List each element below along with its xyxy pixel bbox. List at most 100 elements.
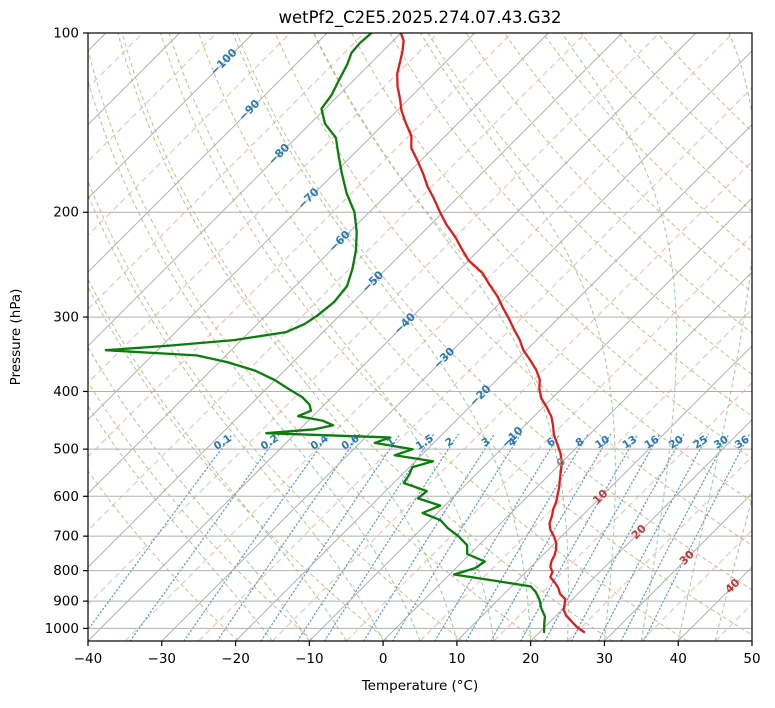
dry-adiabat-line — [389, 33, 752, 417]
mixing-ratio-line — [434, 433, 561, 641]
mixing-ratio-line — [465, 433, 589, 641]
isotherm-minor-lines — [88, 33, 752, 641]
moist-adiabat-line — [420, 33, 616, 641]
dry-adiabat-line — [88, 47, 538, 641]
isotherm-minor-line — [88, 33, 439, 384]
temperature-curve — [396, 33, 586, 634]
x-tick-label: 40 — [670, 651, 687, 667]
moist-adiabat-lines — [88, 33, 752, 641]
isotherm-minor-line — [124, 33, 734, 641]
dry-adiabat-line — [427, 33, 752, 375]
x-tick-label: 30 — [596, 651, 613, 667]
mixing-ratio-line — [183, 433, 330, 641]
dry-adiabat-line — [465, 33, 752, 334]
isotherm-label: −20 — [467, 382, 494, 409]
isotherm-line — [456, 345, 752, 641]
dry-adiabat-line — [88, 381, 314, 641]
isotherm-line — [530, 418, 752, 641]
isotherm-label: 20 — [629, 522, 649, 542]
plot-frame — [87, 32, 753, 642]
isotherm-line — [751, 640, 752, 641]
isotherm-line — [382, 271, 752, 641]
dry-adiabat-line — [503, 33, 752, 293]
mixing-ratio-line — [490, 433, 612, 641]
isotherm-line — [308, 197, 752, 641]
mixing-ratio-line — [129, 433, 280, 641]
x-axis-label: Temperature (°C) — [361, 678, 479, 694]
isotherm-line — [604, 492, 752, 641]
isotherm-minor-line — [88, 33, 217, 163]
isotherm-line — [677, 566, 752, 641]
dry-adiabat-line — [198, 33, 752, 636]
profile-curves — [104, 33, 586, 634]
mixing-ratio-line — [216, 433, 361, 641]
x-tick-label: −40 — [74, 651, 103, 667]
isotherm-minor-line — [567, 455, 752, 641]
isotherm-minor-line — [272, 160, 752, 641]
y-tick-label: 600 — [53, 489, 79, 505]
mixing-ratio-label: 8 — [573, 435, 586, 449]
mixing-ratio-line — [598, 433, 709, 641]
x-tick-label: −20 — [221, 651, 250, 667]
y-tick-label: 100 — [53, 26, 79, 42]
moist-adiabat-line — [88, 79, 421, 641]
mixing-ratio-line — [260, 433, 401, 641]
y-tick-label: 500 — [53, 442, 79, 458]
mixing-ratio-line — [520, 433, 639, 641]
dry-adiabat-line — [160, 33, 688, 641]
moist-adiabat-line — [88, 346, 310, 641]
moist-adiabat-line — [313, 33, 569, 641]
mixing-ratio-line — [570, 433, 685, 641]
dry-adiabat-line — [88, 179, 463, 641]
x-tick-label: −10 — [295, 651, 324, 667]
moist-adiabat-line — [232, 33, 532, 641]
mixing-ratio-line — [643, 433, 750, 641]
moist-adiabat-line — [88, 278, 347, 641]
isotherm-line — [88, 33, 402, 347]
isotherm-line — [88, 33, 476, 421]
dry-adiabat-line — [351, 33, 752, 460]
isotherm-line — [88, 33, 697, 641]
x-tick-label: −30 — [148, 651, 177, 667]
y-tick-label: 1000 — [45, 621, 79, 637]
isotherm-minor-line — [640, 529, 752, 641]
dry-adiabat-line — [121, 33, 613, 641]
isotherm-line — [88, 33, 623, 568]
y-tick-label: 700 — [53, 529, 79, 545]
dewpoint-curve — [104, 33, 547, 634]
mixing-ratio-line — [392, 433, 522, 641]
dry-adiabat-line — [88, 285, 389, 641]
moist-adiabat-line — [677, 33, 752, 641]
x-tick-label: 0 — [379, 651, 388, 667]
isotherm-minor-line — [493, 382, 752, 641]
dry-adiabat-line — [88, 470, 239, 641]
dry-adiabat-line — [618, 33, 752, 172]
mixing-ratio-line — [323, 433, 459, 641]
y-tick-label: 900 — [53, 594, 79, 610]
mixing-ratio-line — [88, 433, 233, 631]
pressure-gridlines — [88, 32, 752, 629]
isotherm-line — [161, 50, 752, 641]
y-tick-label: 400 — [53, 384, 79, 400]
dry-adiabat-line — [542, 33, 752, 253]
dry-adiabat-line — [274, 33, 752, 546]
isotherm-line — [88, 33, 549, 495]
isotherm-minor-line — [88, 33, 660, 605]
moist-adiabat-line — [88, 194, 384, 641]
isotherm-minor-line — [419, 308, 752, 641]
mixing-ratio-label: 3 — [479, 435, 492, 449]
dry-adiabat-line — [312, 33, 752, 503]
isotherm-line — [88, 33, 328, 273]
dry-adiabat-lines — [88, 33, 752, 641]
dry-adiabat-line — [236, 33, 752, 591]
mixing-ratio-line — [363, 433, 495, 641]
y-tick-label: 200 — [53, 205, 79, 221]
chart-title: wetPf2_C2E5.2025.274.07.43.G32 — [278, 8, 561, 28]
dry-adiabat-line — [580, 33, 752, 212]
x-tick-label: 10 — [448, 651, 465, 667]
x-tick-label: 50 — [743, 651, 760, 667]
